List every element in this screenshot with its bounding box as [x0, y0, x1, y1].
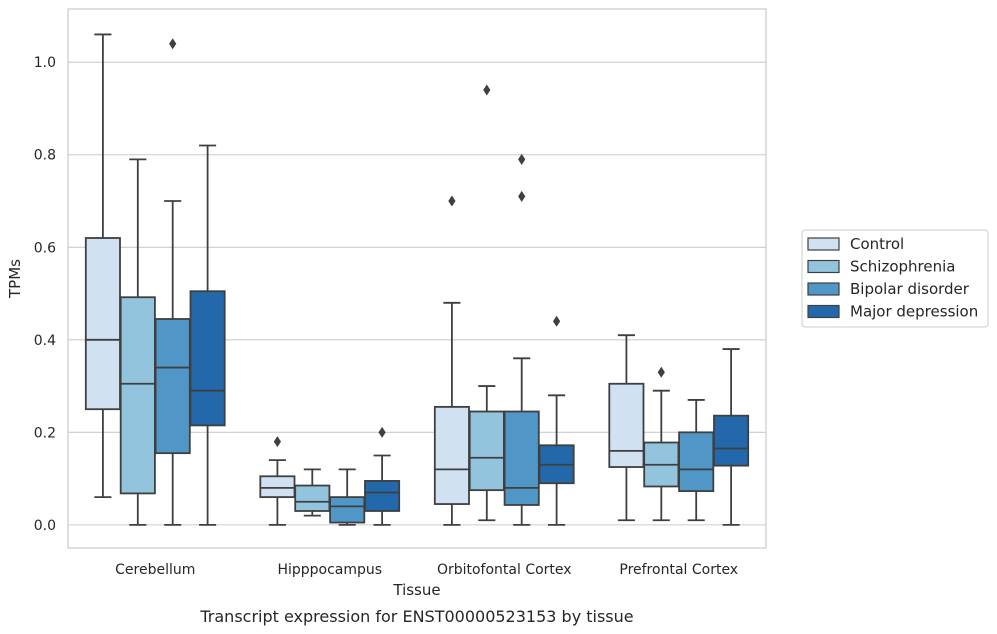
box-orbitofontal-cortex	[468, 84, 505, 522]
series-schizophrenia	[119, 84, 680, 526]
x-axis-label: Tissue	[392, 581, 440, 599]
box-cerebellum	[154, 38, 191, 526]
box-iqr	[154, 318, 191, 455]
y-tick-label: 0.6	[34, 240, 56, 256]
box-iqr	[678, 431, 715, 492]
y-axis-label: TPMs	[6, 259, 24, 299]
y-tick-label: 0.0	[34, 518, 56, 534]
figure-caption: Transcript expression for ENST0000052315…	[199, 607, 633, 626]
legend-label: Major depression	[850, 303, 978, 321]
x-tick-label: Cerebellum	[115, 562, 195, 578]
box-groups	[84, 33, 750, 526]
box-prefrontal-cortex	[643, 366, 680, 522]
box-cerebellum	[189, 144, 226, 526]
x-tick-labels: Cerebellum Hipppocampus Orbitofontal Corte…	[115, 562, 738, 578]
box-orbitofontal-cortex	[538, 315, 575, 526]
box-hipppocampus	[294, 468, 331, 517]
box-iqr	[608, 382, 645, 468]
series-bipolar-disorder	[154, 38, 715, 526]
box-cerebellum	[119, 158, 156, 526]
box-iqr	[329, 496, 366, 524]
box-prefrontal-cortex	[678, 399, 715, 522]
plot-frame	[67, 8, 767, 549]
series-control	[84, 33, 645, 526]
legend-swatch	[807, 282, 840, 296]
box-iqr	[84, 237, 121, 411]
box-iqr	[189, 290, 226, 427]
outlier-point	[483, 84, 491, 96]
y-tick-labels: 0.0 0.2 0.4 0.6 0.8 1.0	[34, 55, 56, 534]
box-iqr	[294, 484, 331, 512]
x-tick-label: Prefrontal Cortex	[619, 562, 738, 578]
outlier-point	[378, 426, 386, 438]
box-hipppocampus	[329, 468, 366, 526]
box-orbitofontal-cortex	[503, 153, 540, 526]
outlier-point	[518, 190, 526, 202]
legend-label: Control	[850, 235, 904, 253]
x-tick-label: Orbitofontal Cortex	[437, 562, 572, 578]
box-orbitofontal-cortex	[433, 195, 470, 526]
box-iqr	[119, 296, 156, 495]
box-iqr	[433, 405, 470, 505]
outlier-point	[553, 315, 561, 327]
box-iqr	[364, 480, 401, 512]
box-iqr	[468, 410, 505, 492]
legend-swatch	[807, 237, 840, 251]
legend-frame	[801, 229, 989, 328]
y-tick-label: 0.8	[34, 148, 56, 164]
box-iqr	[503, 410, 540, 506]
box-iqr	[713, 414, 750, 467]
box-prefrontal-cortex	[608, 334, 645, 522]
outlier-point	[518, 153, 526, 165]
legend: Control Schizophrenia Bipolar disorder Majo…	[801, 229, 989, 328]
y-tick-label: 0.4	[34, 333, 56, 349]
x-tick-label: Hipppocampus	[277, 562, 382, 578]
outlier-point	[273, 436, 281, 448]
y-tick-label: 0.2	[34, 425, 56, 441]
outlier-point	[169, 38, 177, 50]
box-hipppocampus	[364, 426, 401, 526]
series-major-depression	[189, 144, 750, 526]
legend-label: Bipolar disorder	[850, 280, 970, 298]
legend-swatch	[807, 259, 840, 274]
outlier-point	[657, 366, 665, 378]
y-tick-label: 1.0	[34, 55, 56, 71]
box-prefrontal-cortex	[713, 348, 750, 526]
legend-swatch	[807, 304, 840, 319]
box-iqr	[259, 475, 296, 499]
outlier-point	[448, 195, 456, 207]
legend-label: Schizophrenia	[850, 258, 955, 276]
